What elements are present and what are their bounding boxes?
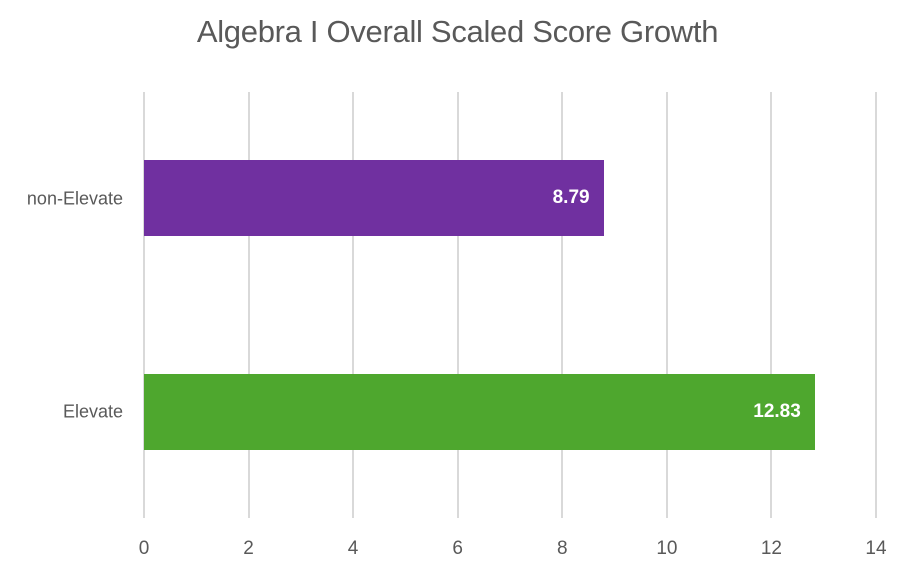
x-tick-0: 0 bbox=[138, 538, 150, 559]
x-tick-14: 14 bbox=[865, 538, 887, 559]
x-tick-4: 4 bbox=[347, 538, 359, 559]
gridline-4 bbox=[352, 92, 355, 518]
gridline-6 bbox=[456, 92, 459, 518]
x-tick-8: 8 bbox=[557, 538, 568, 559]
gridline-12 bbox=[770, 92, 773, 518]
chart-title: Algebra I Overall Scaled Score Growth bbox=[196, 14, 719, 49]
x-tick-12: 12 bbox=[760, 538, 782, 559]
gridline-0 bbox=[143, 92, 145, 518]
gridline-8 bbox=[561, 92, 564, 518]
bar-elevate[interactable]: 12.83 bbox=[144, 374, 815, 450]
x-tick-10: 10 bbox=[656, 538, 678, 559]
data-label-non-elevate: 8.79 bbox=[552, 187, 590, 208]
gridline-10 bbox=[665, 92, 668, 518]
plot-area: 8.79 12.83 bbox=[143, 92, 877, 518]
bar-non-elevate[interactable]: 8.79 bbox=[144, 160, 604, 236]
x-tick-6: 6 bbox=[452, 538, 463, 559]
x-tick-2: 2 bbox=[243, 538, 254, 559]
gridline-14 bbox=[875, 92, 877, 518]
category-label-non-elevate: non-Elevate bbox=[26, 188, 123, 209]
gridline-2 bbox=[247, 92, 250, 518]
data-label-elevate: 12.83 bbox=[753, 401, 801, 422]
category-label-elevate: Elevate bbox=[62, 401, 123, 422]
